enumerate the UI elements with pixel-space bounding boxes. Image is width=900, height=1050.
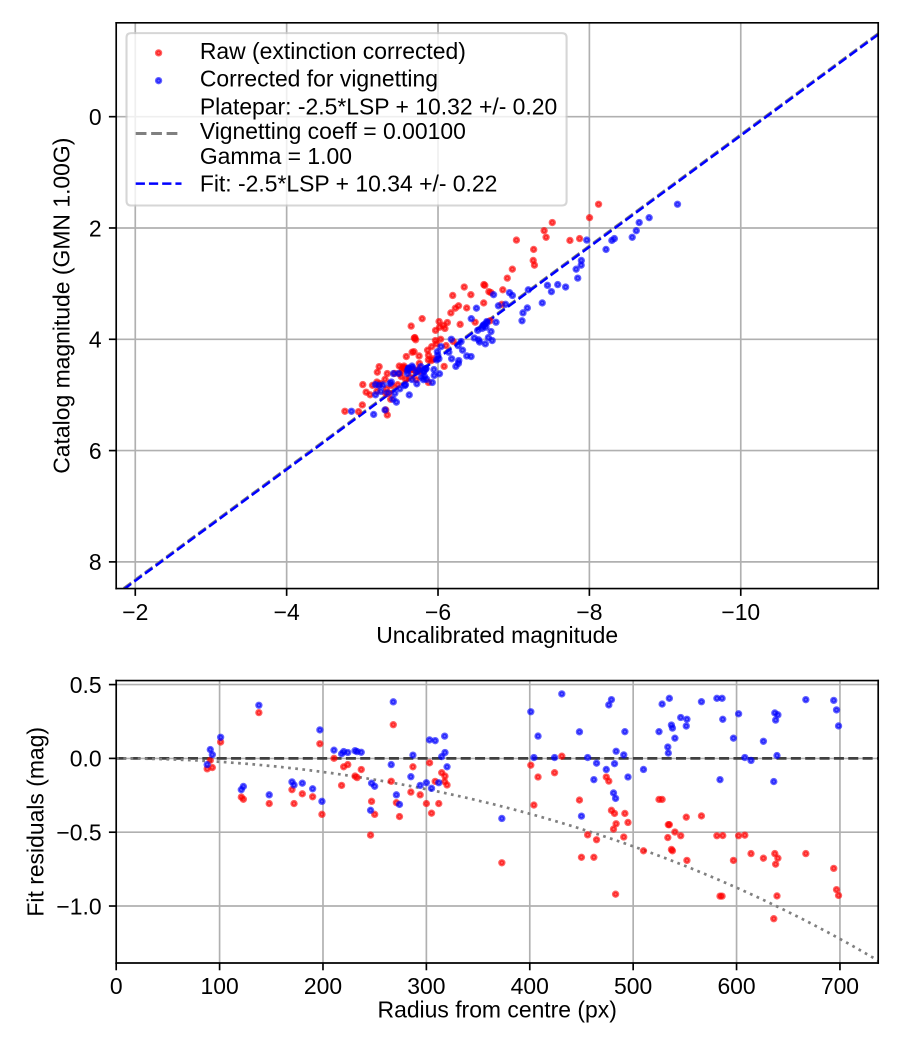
svg-text:0: 0 xyxy=(110,973,123,999)
svg-text:Raw (extinction corrected): Raw (extinction corrected) xyxy=(200,38,466,64)
svg-text:−4: −4 xyxy=(274,599,300,625)
svg-text:Radius from centre (px): Radius from centre (px) xyxy=(378,997,617,1023)
svg-text:−0.5: −0.5 xyxy=(56,820,101,846)
svg-text:Fit: -2.5*LSP + 10.34 +/- 0.22: Fit: -2.5*LSP + 10.34 +/- 0.22 xyxy=(200,171,498,197)
svg-text:−6: −6 xyxy=(425,599,451,625)
svg-text:400: 400 xyxy=(511,973,549,999)
svg-text:0.0: 0.0 xyxy=(70,746,102,772)
svg-text:Corrected for vignetting: Corrected for vignetting xyxy=(200,66,438,92)
svg-text:Uncalibrated magnitude: Uncalibrated magnitude xyxy=(376,622,618,648)
svg-text:500: 500 xyxy=(614,973,652,999)
svg-text:0.5: 0.5 xyxy=(70,672,102,698)
svg-text:4: 4 xyxy=(89,327,102,353)
svg-text:−10: −10 xyxy=(721,599,760,625)
svg-text:8: 8 xyxy=(89,549,102,575)
svg-text:Gamma = 1.00: Gamma = 1.00 xyxy=(200,143,352,169)
svg-text:2: 2 xyxy=(89,215,102,241)
svg-text:Vignetting coeff = 0.00100: Vignetting coeff = 0.00100 xyxy=(200,118,466,144)
svg-text:600: 600 xyxy=(717,973,755,999)
svg-text:Catalog magnitude (GMN 1.00G): Catalog magnitude (GMN 1.00G) xyxy=(49,138,75,474)
svg-text:−8: −8 xyxy=(576,599,602,625)
svg-text:200: 200 xyxy=(304,973,342,999)
svg-text:100: 100 xyxy=(200,973,238,999)
svg-text:6: 6 xyxy=(89,438,102,464)
svg-text:Platepar: -2.5*LSP + 10.32 +/-: Platepar: -2.5*LSP + 10.32 +/- 0.20 xyxy=(200,93,557,119)
svg-text:700: 700 xyxy=(821,973,859,999)
svg-text:Fit residuals (mag): Fit residuals (mag) xyxy=(22,727,48,917)
svg-text:−2: −2 xyxy=(122,599,148,625)
svg-text:300: 300 xyxy=(407,973,445,999)
svg-text:0: 0 xyxy=(89,104,102,130)
svg-text:−1.0: −1.0 xyxy=(56,893,101,919)
